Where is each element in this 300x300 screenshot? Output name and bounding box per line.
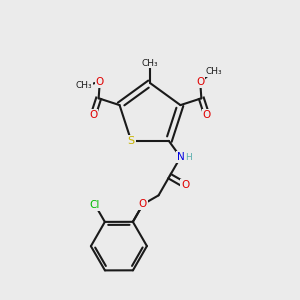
- Text: H: H: [185, 153, 192, 162]
- Text: S: S: [128, 136, 135, 146]
- Text: O: O: [196, 77, 204, 87]
- Text: Cl: Cl: [90, 200, 100, 210]
- Text: O: O: [139, 199, 147, 209]
- Text: O: O: [96, 77, 104, 87]
- Text: O: O: [181, 180, 189, 190]
- Text: CH₃: CH₃: [76, 81, 92, 90]
- Text: CH₃: CH₃: [142, 58, 158, 68]
- Text: CH₃: CH₃: [205, 67, 222, 76]
- Text: O: O: [203, 110, 211, 120]
- Text: N: N: [177, 152, 184, 162]
- Text: O: O: [89, 110, 97, 120]
